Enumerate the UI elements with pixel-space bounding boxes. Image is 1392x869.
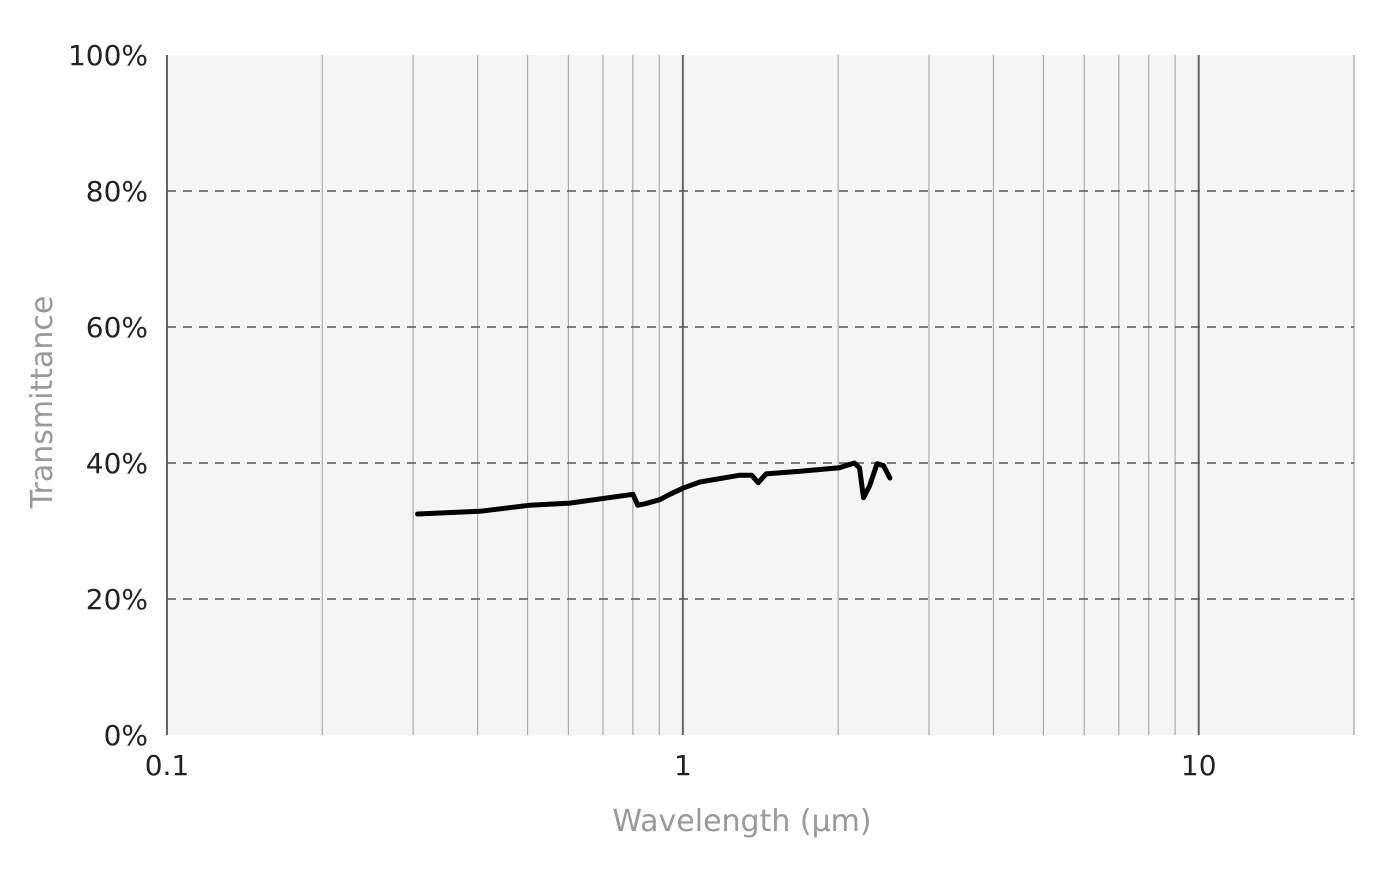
x-tick-label: 0.1 <box>145 749 190 782</box>
y-tick-label: 20% <box>86 583 148 616</box>
plot-area <box>167 55 1354 735</box>
x-tick-label: 1 <box>674 749 692 782</box>
y-axis-label: Transmittance <box>25 296 60 510</box>
y-tick-label: 80% <box>86 175 148 208</box>
series <box>415 460 893 517</box>
x-tick-label: 10 <box>1181 749 1217 782</box>
y-tick-label: 60% <box>86 311 148 344</box>
y-tick-label: 0% <box>104 719 148 752</box>
x-axis-label: Wavelength (µm) <box>612 804 871 839</box>
y-tick-label: 100% <box>68 39 148 72</box>
grid <box>166 55 1355 735</box>
y-tick-label: 40% <box>86 447 148 480</box>
series-line <box>415 460 893 517</box>
tick-labels: 0% 20% 40% 60% 80% 100% 0.1 1 10 <box>68 39 1217 782</box>
